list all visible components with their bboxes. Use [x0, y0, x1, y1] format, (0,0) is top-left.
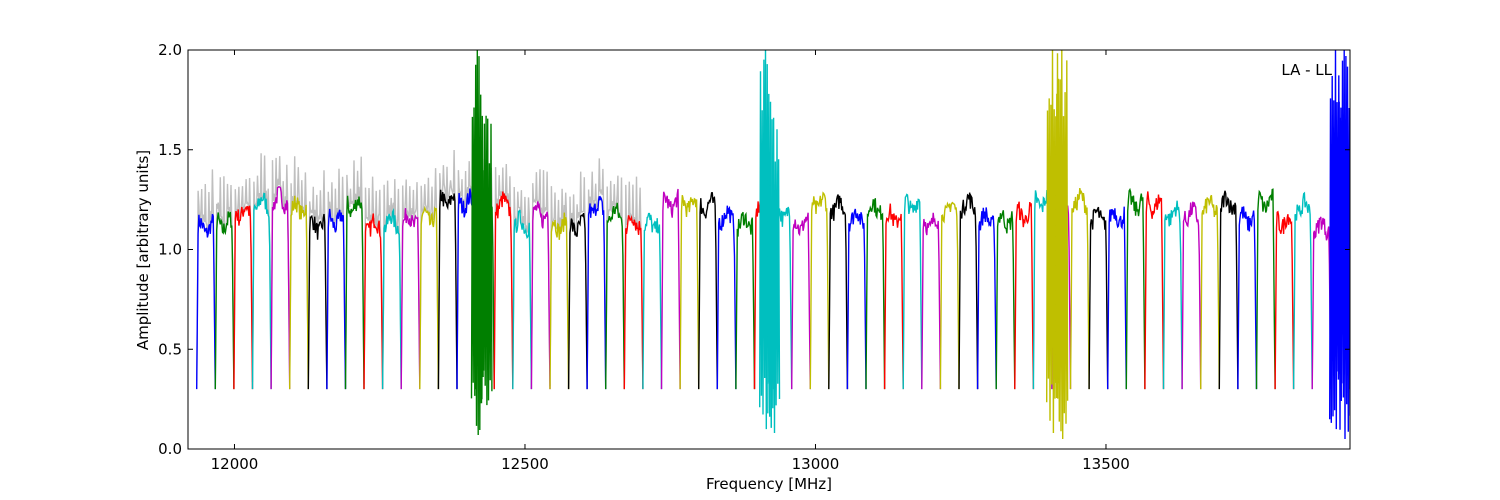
- channel-line-26: [679, 194, 700, 390]
- channel-line-27: [698, 192, 718, 390]
- channel-line-39: [921, 212, 942, 390]
- channel-line-43: [995, 210, 1016, 390]
- spike-line-1: [479, 115, 493, 406]
- channel-line-59: [1292, 191, 1313, 390]
- channel-line-5: [289, 195, 309, 390]
- channel-line-33: [809, 191, 830, 390]
- x-tick-label: 13000: [792, 455, 840, 473]
- channel-line-24: [642, 212, 663, 390]
- x-axis-label: Frequency [MHz]: [706, 475, 832, 493]
- channel-line-18: [530, 201, 551, 390]
- channel-line-52: [1162, 200, 1183, 390]
- channel-line-0: [196, 213, 216, 390]
- spike-line-7: [1337, 50, 1350, 440]
- annotation-label: LA - LL: [1281, 61, 1332, 79]
- y-tick-label: 0.0: [158, 440, 182, 458]
- channel-line-40: [939, 201, 960, 390]
- spike-line-5: [1055, 50, 1069, 440]
- channel-line-51: [1144, 191, 1165, 390]
- channel-line-9: [363, 213, 384, 390]
- channel-line-42: [976, 207, 997, 390]
- channel-line-38: [902, 193, 923, 390]
- channel-line-55: [1218, 190, 1239, 390]
- channel-line-4: [270, 185, 291, 390]
- channel-line-12: [419, 205, 440, 390]
- channel-line-29: [735, 211, 756, 390]
- x-tick-label: 12500: [501, 455, 549, 473]
- channel-line-54: [1200, 194, 1220, 390]
- channel-line-17: [512, 209, 533, 390]
- series-layer: [196, 50, 1350, 440]
- channel-line-25: [660, 188, 681, 390]
- channel-line-19: [549, 212, 570, 390]
- channel-line-22: [605, 202, 625, 390]
- channel-line-41: [958, 192, 979, 390]
- channel-line-58: [1274, 210, 1295, 390]
- y-tick-label: 1.5: [158, 141, 182, 159]
- channel-line-6: [307, 213, 328, 390]
- channel-line-10: [381, 207, 402, 390]
- channel-line-50: [1125, 187, 1146, 390]
- y-tick-label: 2.0: [158, 41, 182, 59]
- x-tick-label: 13500: [1082, 455, 1130, 473]
- channel-line-3: [251, 192, 272, 390]
- channel-line-21: [586, 195, 607, 390]
- channel-line-57: [1255, 188, 1276, 390]
- channel-line-8: [344, 195, 365, 390]
- x-tick-label: 12000: [211, 455, 259, 473]
- channel-line-56: [1237, 206, 1258, 390]
- channel-line-32: [791, 212, 811, 390]
- channel-line-34: [828, 194, 849, 390]
- channel-line-49: [1107, 206, 1127, 390]
- y-tick-label: 1.0: [158, 241, 182, 259]
- channel-line-7: [326, 208, 347, 390]
- channel-line-13: [437, 189, 458, 390]
- channel-line-20: [567, 212, 588, 390]
- y-tick-label: 0.5: [158, 340, 182, 358]
- channel-line-11: [400, 208, 421, 390]
- channel-line-60: [1311, 216, 1332, 390]
- channel-line-53: [1181, 201, 1202, 390]
- channel-line-36: [865, 198, 886, 390]
- channel-line-23: [623, 214, 644, 390]
- channel-line-47: [1069, 187, 1090, 390]
- channel-line-28: [716, 205, 737, 390]
- channel-line-48: [1088, 206, 1109, 390]
- tick-layer: 12000 12500 13000 13500 0.0 0.5 1.0 1.5 2.0: [158, 41, 1350, 473]
- y-axis-label: Amplitude [arbitrary units]: [134, 150, 152, 350]
- channel-line-44: [1014, 201, 1035, 390]
- channel-line-35: [846, 208, 867, 390]
- channel-line-37: [883, 203, 904, 390]
- channel-line-1: [214, 211, 235, 390]
- channel-line-2: [233, 205, 254, 390]
- channel-line-16: [493, 191, 514, 390]
- spike-line-3: [767, 117, 781, 434]
